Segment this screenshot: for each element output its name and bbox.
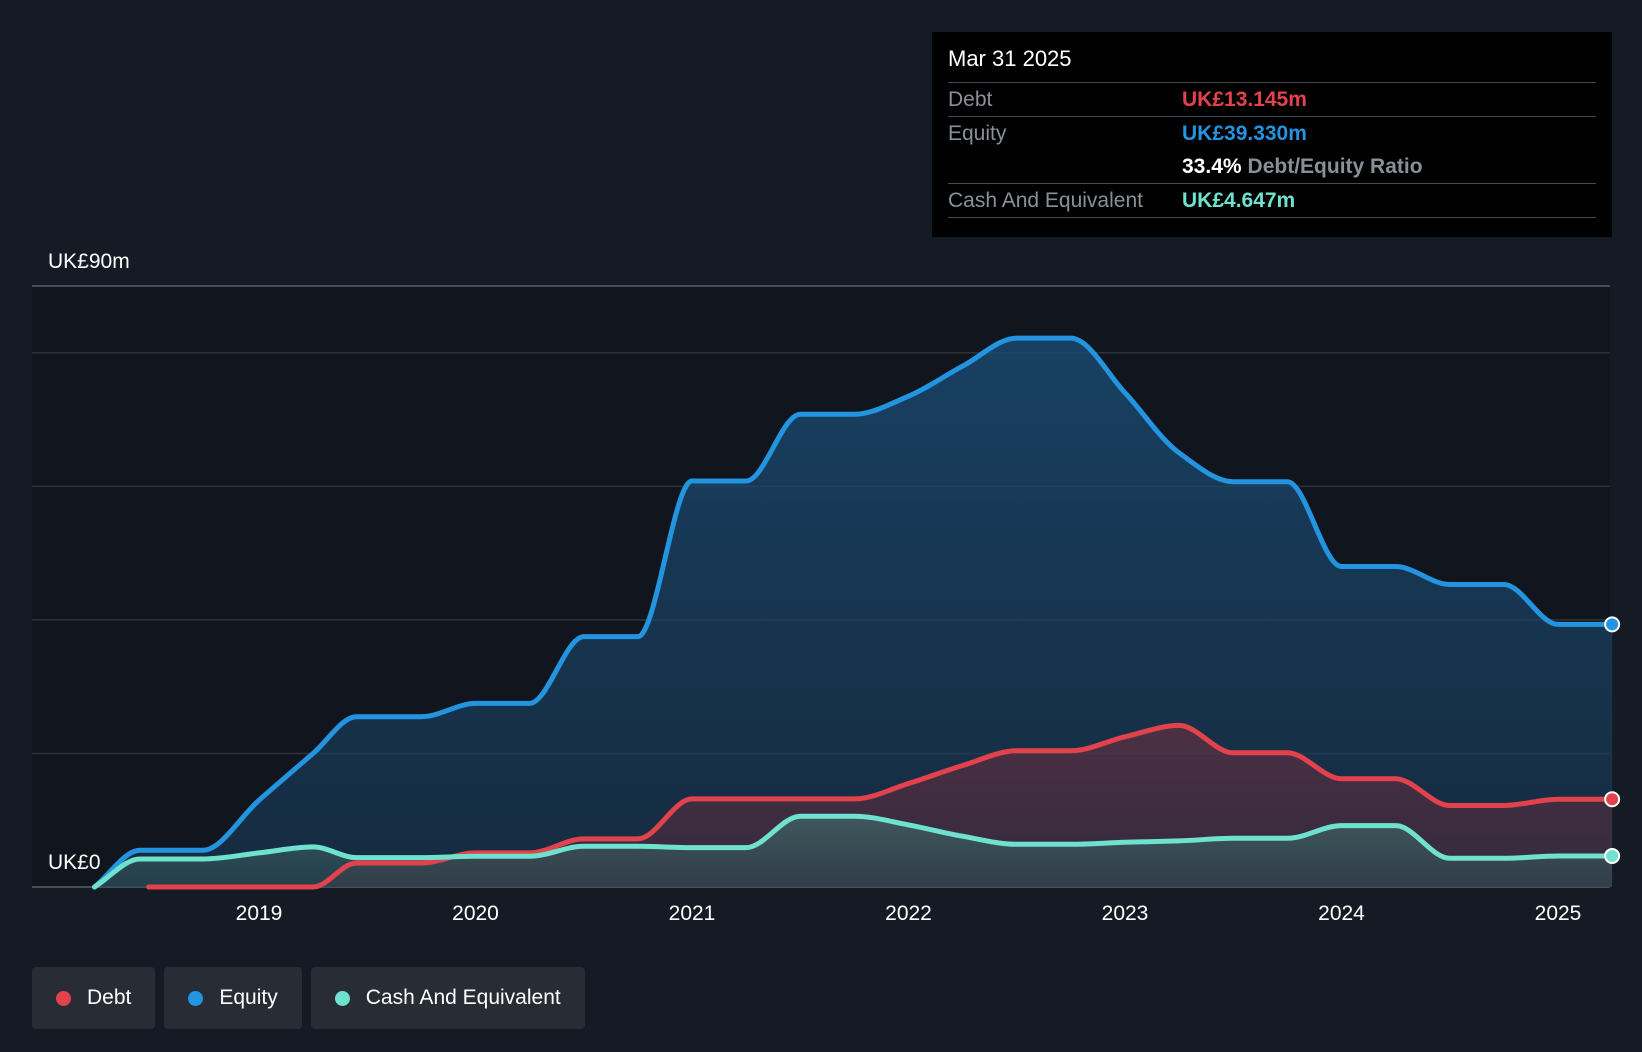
- tooltip-date: Mar 31 2025: [948, 46, 1072, 71]
- legend-dot-cash: [334, 990, 350, 1006]
- legend: Debt Equity Cash And Equivalent: [32, 967, 594, 1029]
- x-axis-ticks: 2019 2020 2021 2022 2023 2024 2025: [236, 902, 1582, 925]
- x-tick-2024: 2024: [1318, 902, 1365, 925]
- line-cash-and-equivalent: [92, 813, 1615, 890]
- end-marker-cash-and-equivalent: [1604, 847, 1621, 864]
- tooltip: Mar 31 2025 Debt UK£13.145m Equity UK£39…: [932, 32, 1612, 237]
- tooltip-cash-label: Cash And Equivalent: [948, 188, 1143, 212]
- x-tick-2023: 2023: [1102, 902, 1149, 925]
- tooltip-row-ratio: 33.4% Debt/Equity Ratio: [948, 150, 1596, 183]
- legend-label-debt: Debt: [87, 986, 132, 1009]
- y-axis-bottom-label: UK£0: [48, 851, 101, 874]
- area-cash-and-equivalent: [94, 816, 1613, 887]
- legend-label-cash: Cash And Equivalent: [365, 986, 561, 1009]
- x-tick-2020: 2020: [452, 902, 499, 925]
- tooltip-row-debt: Debt UK£13.145m: [948, 82, 1596, 116]
- x-tick-2022: 2022: [885, 902, 932, 925]
- end-marker-equity: [1604, 616, 1621, 633]
- tooltip-ratio-label: Debt/Equity Ratio: [1247, 154, 1423, 178]
- legend-item-equity[interactable]: Equity: [164, 967, 302, 1029]
- x-tick-2021: 2021: [669, 902, 716, 925]
- tooltip-equity-value: UK£39.330m: [1182, 121, 1307, 145]
- tooltip-debt-value: UK£13.145m: [1182, 87, 1307, 111]
- tooltip-row-equity: Equity UK£39.330m: [948, 116, 1596, 150]
- tooltip-ratio-value: 33.4%: [1182, 154, 1242, 178]
- legend-item-debt[interactable]: Debt: [32, 967, 156, 1029]
- legend-item-cash[interactable]: Cash And Equivalent: [310, 967, 585, 1029]
- tooltip-equity-label: Equity: [948, 121, 1007, 145]
- line-equity: [92, 335, 1615, 890]
- legend-dot-equity: [188, 990, 204, 1006]
- end-marker-debt: [1604, 791, 1621, 808]
- line-debt: [146, 722, 1615, 890]
- tooltip-debt-label: Debt: [948, 87, 993, 111]
- legend-dot-debt: [56, 990, 71, 1006]
- end-markers: [1604, 616, 1621, 864]
- tooltip-cash-value: UK£4.647m: [1182, 188, 1296, 212]
- x-tick-2019: 2019: [236, 902, 283, 925]
- y-axis-top-label: UK£90m: [48, 250, 130, 273]
- x-tick-2025: 2025: [1535, 902, 1582, 925]
- tooltip-row-cash: Cash And Equivalent UK£4.647m: [948, 183, 1596, 218]
- legend-label-equity: Equity: [219, 986, 278, 1009]
- area-equity: [94, 338, 1613, 888]
- series-areas: [94, 338, 1613, 888]
- series-lines: [92, 335, 1615, 890]
